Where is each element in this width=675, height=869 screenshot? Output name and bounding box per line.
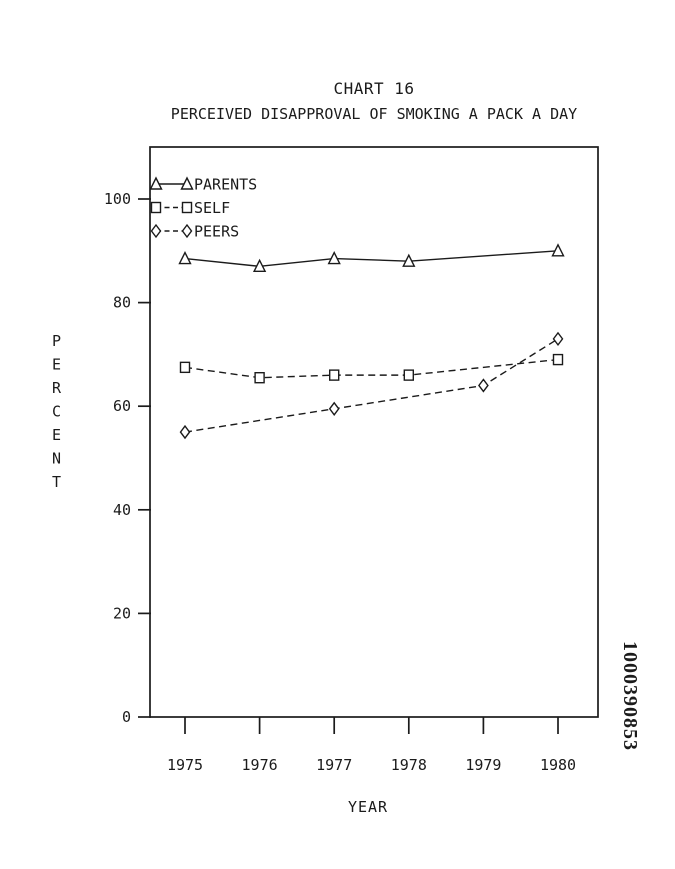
marker-parents <box>252 258 267 273</box>
x-axis-ticks: 1975 1976 1977 1978 1979 1980 <box>167 717 576 774</box>
marker-self <box>179 361 191 374</box>
marker-self <box>329 369 340 381</box>
y-axis-label-letter: R <box>52 379 62 397</box>
legend-row-parents: PARENTS <box>149 176 257 194</box>
series-line-parents <box>184 250 559 268</box>
legend-label-self: SELF <box>194 199 230 217</box>
legend-marker-self <box>181 201 193 214</box>
series-line-self <box>184 358 559 379</box>
y-tick-label: 0 <box>122 708 131 726</box>
x-tick-label: 1976 <box>242 756 278 774</box>
marker-self <box>552 353 564 366</box>
marker-self <box>403 369 414 381</box>
chart-title: CHART 16 <box>333 79 414 98</box>
marker-parents <box>178 251 192 265</box>
y-axis-ticks: 0 20 40 60 80 100 <box>104 190 151 726</box>
legend-marker-self <box>150 201 162 214</box>
x-tick-label: 1977 <box>316 756 352 774</box>
marker-peers <box>179 424 191 440</box>
y-axis-label-letter: N <box>52 450 62 468</box>
marker-self <box>254 372 265 384</box>
series-line-peers <box>184 338 559 433</box>
y-axis-label-letter: C <box>52 403 62 421</box>
legend-label-parents: PARENTS <box>194 176 257 194</box>
marker-parents <box>327 251 341 265</box>
legend-marker-parents <box>149 176 163 190</box>
series-lines <box>178 243 565 440</box>
marker-parents <box>402 253 416 267</box>
y-tick-label: 20 <box>113 604 131 622</box>
y-tick-label: 100 <box>104 190 131 208</box>
plot-frame <box>149 146 599 718</box>
legend-label-peers: PEERS <box>194 223 239 241</box>
x-tick-label: 1975 <box>167 756 203 774</box>
legend-marker-parents <box>180 176 194 190</box>
legend-row-peers: PEERS <box>150 223 239 241</box>
marker-peers <box>328 401 340 416</box>
marker-parents <box>551 243 565 257</box>
patent-number: 1000390853 <box>619 641 641 751</box>
x-tick-label: 1980 <box>540 756 576 774</box>
marker-peers <box>478 378 489 393</box>
y-axis-label-letter: P <box>52 332 62 350</box>
marker-peers <box>552 331 564 347</box>
legend-row-self: SELF <box>150 199 230 217</box>
y-tick-label: 40 <box>113 501 131 519</box>
y-tick-label: 80 <box>113 294 131 312</box>
x-tick-label: 1978 <box>391 756 427 774</box>
x-tick-label: 1979 <box>465 756 501 774</box>
legend-marker-peers <box>181 223 193 239</box>
y-axis-label-letter: T <box>52 473 62 491</box>
chart-subtitle: PERCEIVED DISAPPROVAL OF SMOKING A PACK … <box>171 105 577 123</box>
chart-legend: PARENTS SELF PEERS <box>149 176 257 241</box>
y-axis-label-letter: E <box>52 426 62 444</box>
x-axis-label: YEAR <box>348 798 388 816</box>
y-tick-label: 60 <box>113 397 131 415</box>
y-axis-label-letter: E <box>52 356 62 374</box>
legend-marker-peers <box>150 223 162 239</box>
